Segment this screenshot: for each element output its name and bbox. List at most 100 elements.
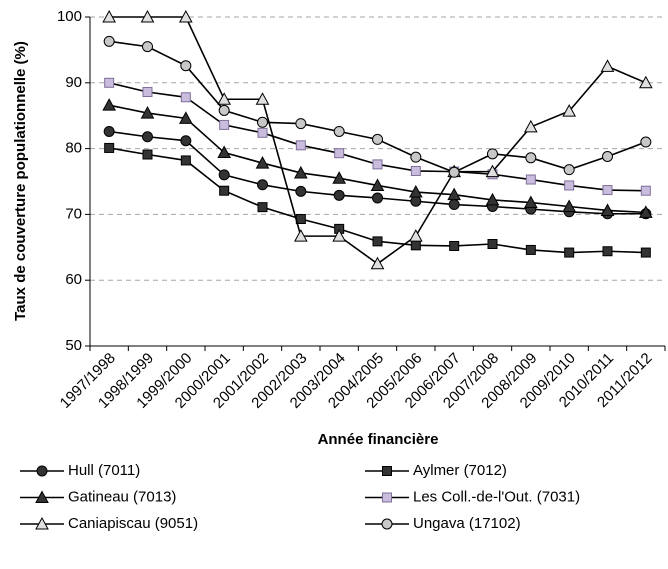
legend-label: Caniapiscau (9051): [68, 515, 198, 532]
x-axis-title: Année financière: [318, 431, 439, 448]
marker: [142, 87, 153, 98]
marker: [600, 59, 615, 72]
marker: [295, 118, 307, 130]
marker: [372, 192, 383, 204]
marker: [525, 244, 536, 255]
marker: [178, 111, 193, 124]
legend-item: Les Coll.-de-l'Out. (7031): [365, 488, 580, 505]
marker: [35, 490, 49, 503]
marker: [564, 247, 575, 258]
y-axis-title: Taux de couverture populationnelle (%): [12, 41, 29, 321]
marker: [217, 145, 232, 159]
marker: [35, 516, 49, 530]
marker: [410, 240, 421, 251]
marker: [485, 192, 500, 206]
marker: [381, 518, 393, 530]
marker: [257, 127, 268, 138]
legend-item: Ungava (17102): [365, 515, 521, 532]
marker: [102, 9, 117, 23]
marker: [333, 125, 345, 137]
marker: [640, 185, 651, 196]
marker: [410, 151, 422, 163]
legend-label: Aylmer (7012): [413, 462, 507, 479]
marker: [334, 148, 345, 159]
marker: [602, 150, 613, 162]
marker: [293, 229, 308, 242]
marker: [140, 9, 155, 23]
marker: [640, 247, 651, 258]
y-tick-label: 60: [65, 271, 82, 288]
marker: [602, 246, 613, 257]
marker: [487, 148, 498, 160]
legend-label: Ungava (17102): [413, 515, 521, 532]
marker: [448, 166, 460, 178]
marker: [408, 184, 423, 198]
marker: [293, 165, 308, 179]
marker: [448, 199, 460, 211]
marker: [219, 119, 230, 130]
marker: [525, 174, 536, 185]
marker: [564, 180, 575, 191]
marker: [36, 465, 48, 477]
marker: [104, 142, 115, 153]
marker: [217, 92, 232, 105]
y-tick-label: 90: [65, 74, 82, 91]
marker: [257, 202, 268, 213]
y-tick-label: 100: [57, 8, 82, 25]
marker: [180, 60, 192, 72]
marker: [372, 159, 383, 170]
marker: [102, 98, 117, 111]
marker: [295, 185, 307, 197]
marker: [382, 492, 392, 503]
marker: [449, 240, 460, 251]
marker: [408, 229, 423, 242]
marker: [180, 155, 191, 166]
marker: [218, 104, 230, 116]
legend-item: Hull (7011): [20, 462, 140, 479]
y-tick-label: 70: [65, 205, 82, 222]
marker: [257, 116, 268, 128]
marker: [372, 236, 383, 247]
marker: [295, 140, 306, 151]
marker: [255, 92, 270, 105]
marker: [410, 165, 421, 176]
legend-item: Gatineau (7013): [20, 488, 176, 505]
marker: [382, 466, 392, 476]
marker: [638, 205, 653, 218]
marker: [525, 152, 537, 164]
marker: [370, 178, 385, 191]
marker: [140, 106, 155, 119]
marker: [370, 256, 385, 270]
marker: [372, 133, 383, 145]
marker: [600, 203, 615, 216]
marker: [103, 35, 115, 47]
marker: [447, 187, 462, 201]
marker: [142, 41, 153, 53]
marker: [563, 164, 575, 176]
y-tick-label: 80: [65, 140, 82, 157]
marker: [602, 185, 613, 196]
marker: [180, 92, 191, 103]
legend-label: Les Coll.-de-l'Out. (7031): [413, 488, 580, 505]
marker: [562, 199, 577, 213]
marker: [255, 156, 270, 169]
marker: [104, 77, 115, 88]
marker: [562, 104, 577, 117]
marker: [487, 239, 498, 250]
series: [103, 125, 652, 220]
marker: [410, 195, 422, 207]
marker: [142, 131, 153, 143]
marker: [180, 135, 192, 147]
y-tick-label: 50: [65, 337, 82, 354]
series: [104, 142, 651, 258]
marker: [103, 125, 115, 137]
marker: [523, 119, 538, 133]
line: [109, 40, 647, 174]
marker: [640, 136, 652, 148]
marker: [142, 149, 153, 160]
marker: [332, 229, 347, 242]
legend-label: Hull (7011): [68, 462, 140, 479]
marker: [257, 179, 268, 191]
legend-label: Gatineau (7013): [68, 488, 176, 505]
